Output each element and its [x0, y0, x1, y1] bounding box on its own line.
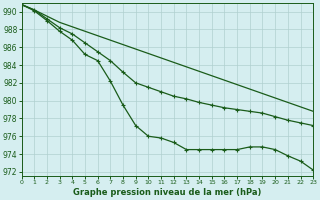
X-axis label: Graphe pression niveau de la mer (hPa): Graphe pression niveau de la mer (hPa): [73, 188, 261, 197]
